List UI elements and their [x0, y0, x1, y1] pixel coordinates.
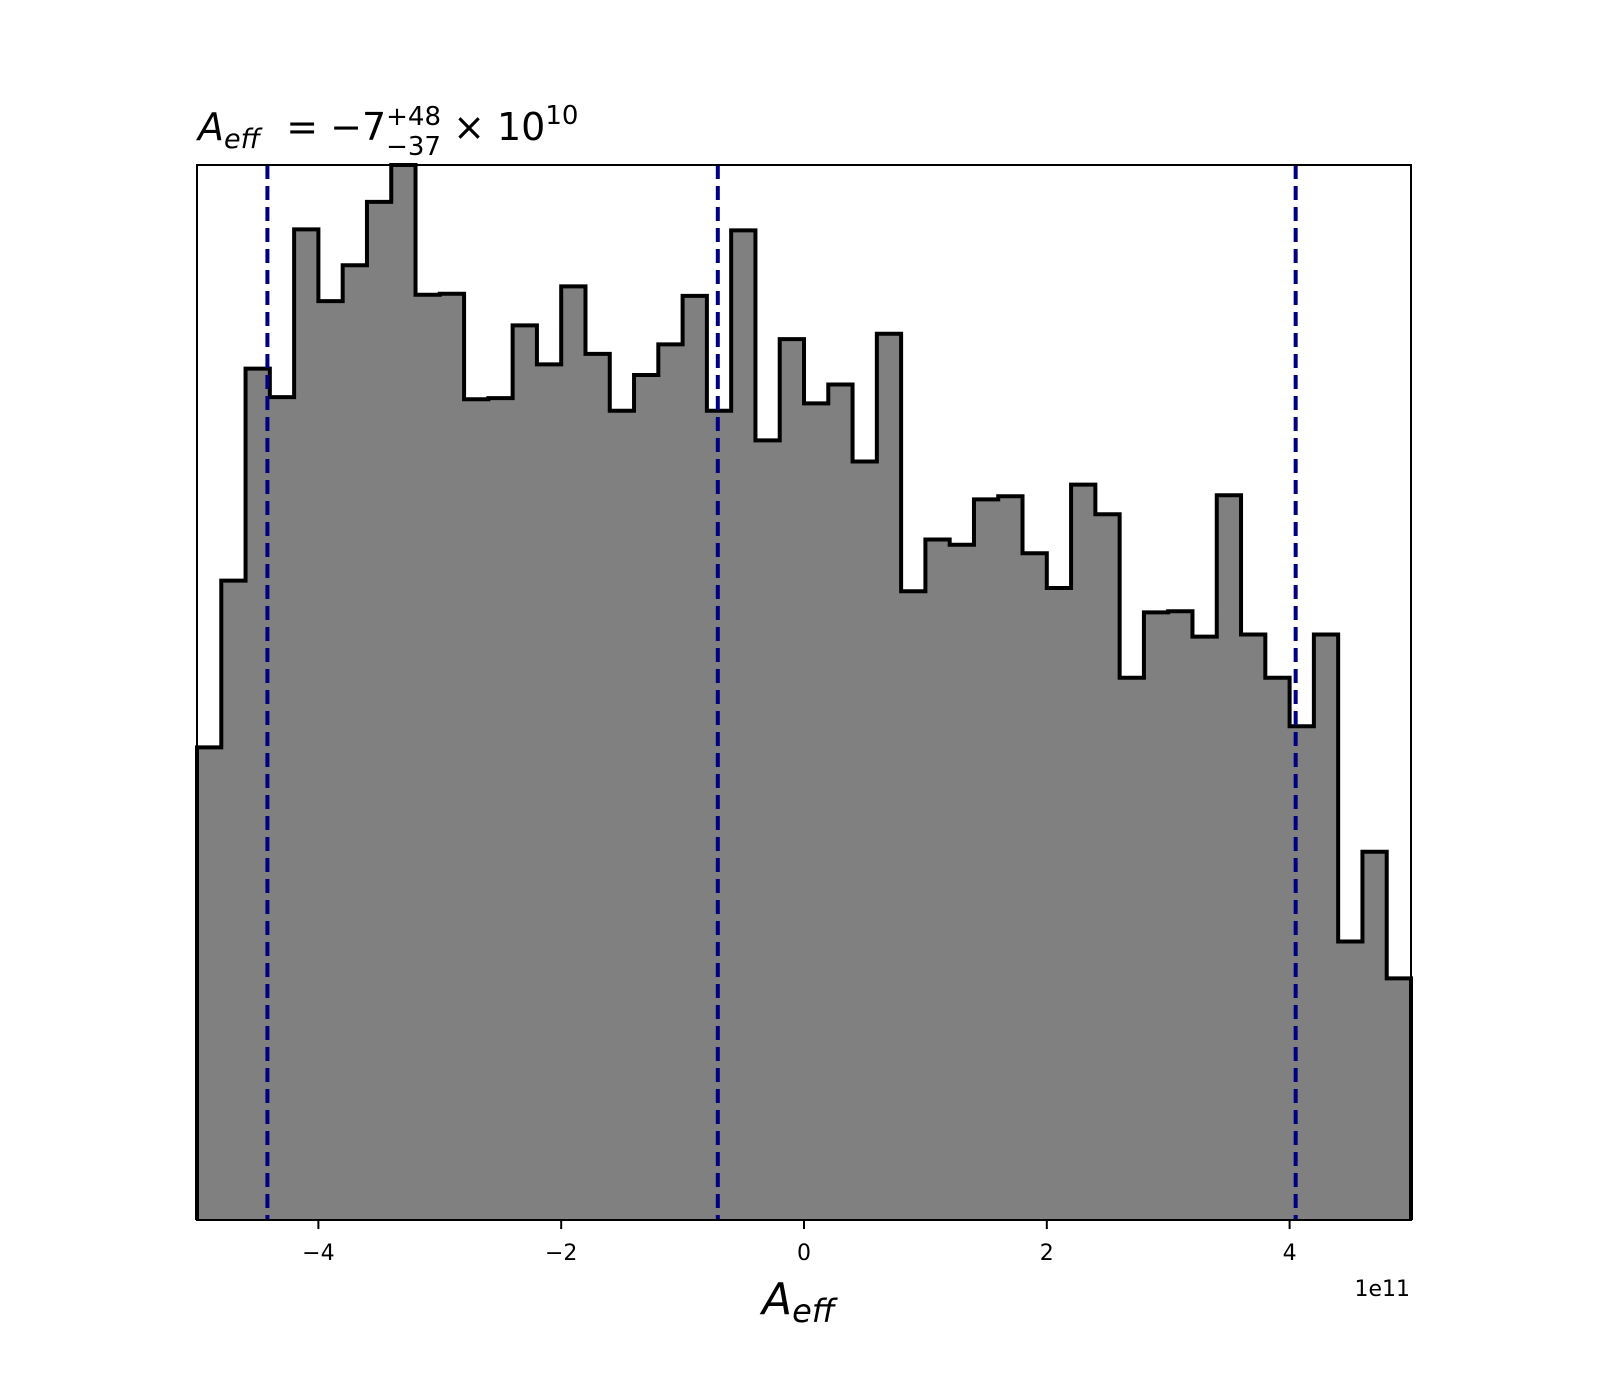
histogram-bin	[804, 403, 829, 1220]
histogram-bin	[1338, 941, 1363, 1220]
histogram-bin	[779, 339, 804, 1221]
histogram-outline	[195, 163, 1413, 1220]
x-axis-offset-label: 1e11	[1354, 1277, 1410, 1302]
title-times-ten: × 10	[441, 105, 545, 149]
histogram-bin	[901, 591, 926, 1220]
histogram-bin	[998, 496, 1023, 1220]
histogram-bin	[585, 353, 610, 1221]
histogram-bin	[1192, 636, 1217, 1220]
histogram-bin	[221, 580, 246, 1220]
histogram-bin	[197, 747, 222, 1220]
x-axis-label: Aeff	[759, 1274, 839, 1330]
title-upper-error: +48	[386, 102, 441, 132]
x-axis-label-variable: A	[759, 1274, 792, 1325]
histogram-bin	[973, 499, 999, 1220]
x-tick-label: 0	[797, 1241, 811, 1266]
histogram-bin	[488, 398, 513, 1220]
histogram-bin	[828, 384, 853, 1220]
histogram-bin	[415, 294, 440, 1220]
x-tick-label: −4	[302, 1241, 334, 1266]
histogram-bin	[1386, 978, 1411, 1220]
x-axis-ticks: −4 −2 0 2 4	[302, 1220, 1297, 1266]
histogram-bin	[366, 201, 392, 1220]
x-tick-label: 4	[1283, 1241, 1297, 1266]
histogram-bin	[1071, 484, 1096, 1220]
histogram-bin	[294, 229, 319, 1221]
histogram-bin	[561, 286, 586, 1221]
histogram-bin	[731, 230, 756, 1220]
histogram-bin	[439, 293, 465, 1221]
histogram-bin	[925, 539, 950, 1220]
title-equals-value: = −7	[274, 105, 386, 149]
x-axis-label-subscript: eff	[792, 1292, 839, 1330]
plot-area	[195, 163, 1413, 1221]
chart-title: Aeff = −7+48 −37 × 1010	[195, 101, 578, 162]
x-tick-label: 2	[1040, 1241, 1054, 1266]
histogram-bin	[1022, 553, 1047, 1220]
histogram-bin	[464, 399, 489, 1221]
histogram-bin	[269, 397, 295, 1221]
histogram-bin	[342, 265, 367, 1221]
histogram-bin	[949, 544, 974, 1220]
histogram-bin	[1095, 514, 1120, 1220]
title-variable-subscript: eff	[224, 124, 263, 155]
histogram-bin	[634, 374, 659, 1220]
histogram-bin	[512, 325, 537, 1220]
histogram-bin	[1216, 495, 1242, 1221]
histogram-bin	[1046, 588, 1072, 1220]
histogram-bin	[1265, 677, 1290, 1220]
histogram-bin	[1313, 634, 1339, 1220]
x-tick-label: −2	[545, 1241, 577, 1266]
histogram-bin	[682, 295, 707, 1220]
histogram-bin	[852, 461, 877, 1221]
histogram-bin	[1362, 851, 1387, 1220]
quantile-lines	[265, 165, 1298, 1220]
histogram-bin	[755, 440, 780, 1220]
title-lower-error: −37	[386, 132, 441, 162]
histogram-bin	[1289, 726, 1314, 1220]
title-variable: A	[195, 105, 224, 149]
histogram-bin	[1143, 612, 1169, 1220]
histogram-bin	[609, 410, 635, 1220]
histogram-bin	[876, 333, 902, 1220]
histogram-bin	[1119, 677, 1144, 1220]
histogram-bin	[391, 165, 416, 1220]
histogram-bin	[1241, 634, 1266, 1220]
histogram-bin	[536, 364, 562, 1220]
title-exponent: 10	[545, 101, 578, 131]
histogram-bin	[1168, 611, 1193, 1220]
histogram-bin	[318, 301, 343, 1221]
histogram-bin	[658, 344, 683, 1221]
